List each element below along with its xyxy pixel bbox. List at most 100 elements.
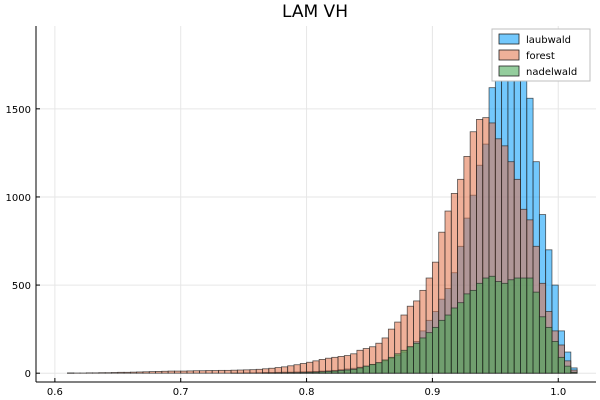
chart-title: LAM VH (282, 2, 348, 22)
bar-nadelwald-68 (494, 281, 503, 374)
bar-nadelwald-38 (306, 371, 314, 374)
bar-forest-39 (312, 360, 320, 374)
bar-nadelwald-41 (325, 371, 333, 374)
bar-nadelwald-66 (482, 277, 490, 374)
bar-forest-20 (192, 370, 200, 374)
bar-nadelwald-63 (463, 293, 471, 374)
bar-nadelwald-51 (387, 356, 396, 374)
bar-nadelwald-35 (287, 372, 295, 374)
bar-nadelwald-62 (457, 302, 465, 374)
bar-forest-13 (148, 371, 156, 374)
bar-forest-29 (249, 369, 257, 374)
legend-label-forest: forest (526, 51, 555, 62)
bar-nadelwald-55 (413, 342, 421, 374)
bar-nadelwald-79 (564, 365, 572, 374)
x-tick-label-0: 0.6 (47, 387, 63, 398)
bar-nadelwald-49 (375, 362, 383, 374)
bar-nadelwald-45 (350, 368, 358, 374)
bar-nadelwald-75 (538, 316, 547, 374)
bar-forest-8 (117, 371, 125, 374)
bar-forest-17 (174, 370, 182, 374)
bar-nadelwald-48 (369, 363, 377, 374)
legend-entry-laubwald: laubwald (498, 33, 571, 46)
y-tick-label-3: 1500 (6, 105, 31, 116)
bar-nadelwald-78 (557, 356, 565, 374)
bar-nadelwald-57 (425, 332, 433, 374)
bar-nadelwald-61 (450, 307, 458, 374)
bar-forest-19 (186, 370, 194, 374)
bar-forest-6 (104, 372, 112, 374)
y-tick-label-0: 0 (25, 369, 31, 380)
legend-swatch-nadelwald (498, 65, 520, 77)
bar-forest-21 (199, 370, 207, 374)
bar-forest-22 (205, 370, 213, 374)
bar-nadelwald-72 (520, 277, 528, 374)
bar-nadelwald-58 (432, 326, 440, 374)
bar-forest-28 (243, 369, 251, 374)
legend-swatch-forest (498, 49, 520, 61)
axes-layer (35, 26, 596, 383)
bar-nadelwald-47 (362, 365, 370, 374)
legend-label-laubwald: laubwald (526, 35, 571, 46)
bar-forest-41 (325, 357, 333, 374)
bar-nadelwald-74 (532, 291, 540, 374)
bar-nadelwald-59 (438, 319, 446, 374)
bar-forest-24 (218, 369, 226, 374)
bar-forest-16 (167, 370, 175, 374)
y-tick-label-1: 500 (12, 281, 31, 292)
bar-nadelwald-76 (545, 326, 553, 374)
x-tick-label-1: 0.7 (173, 387, 189, 398)
bar-nadelwald-69 (501, 282, 509, 374)
bar-nadelwald-37 (299, 372, 307, 374)
bar-nadelwald-65 (476, 282, 484, 374)
x-tick-label-3: 0.9 (424, 387, 440, 398)
bar-nadelwald-46 (356, 367, 364, 374)
bar-forest-25 (224, 369, 232, 374)
bar-nadelwald-71 (513, 277, 521, 374)
bar-forest-38 (306, 361, 314, 374)
legend: laubwald forest nadelwald (491, 28, 591, 82)
bar-forest-32 (268, 367, 276, 374)
legend-label-nadelwald: nadelwald (526, 67, 577, 78)
bar-nadelwald-50 (381, 359, 389, 374)
bar-nadelwald-39 (312, 371, 320, 374)
bar-forest-30 (255, 368, 263, 374)
legend-entry-nadelwald: nadelwald (498, 65, 577, 78)
bar-nadelwald-80 (570, 371, 578, 374)
bar-nadelwald-44 (343, 369, 352, 374)
bar-nadelwald-77 (551, 341, 559, 374)
bar-forest-26 (230, 369, 238, 374)
x-tick-label-2: 0.8 (299, 387, 315, 398)
bar-forest-37 (299, 363, 307, 374)
bar-forest-23 (211, 370, 219, 374)
bar-nadelwald-73 (526, 277, 534, 374)
bar-nadelwald-43 (337, 370, 345, 374)
bar-forest-27 (236, 369, 245, 374)
x-tick-label-4: 1.0 (550, 387, 566, 398)
bar-forest-36 (293, 364, 301, 374)
bar-nadelwald-67 (488, 275, 496, 374)
bars-layer (67, 36, 578, 374)
legend-entry-forest: forest (498, 49, 555, 62)
bar-forest-18 (180, 370, 188, 374)
bar-forest-5 (98, 372, 106, 374)
bar-forest-11 (136, 371, 144, 374)
bar-nadelwald-56 (419, 337, 427, 374)
bar-forest-40 (318, 359, 326, 374)
bar-forest-34 (280, 366, 289, 374)
bar-forest-35 (287, 365, 295, 374)
bar-nadelwald-60 (444, 314, 452, 374)
bar-forest-10 (129, 371, 138, 374)
bar-nadelwald-64 (469, 289, 477, 374)
bar-nadelwald-40 (318, 371, 326, 374)
bar-forest-12 (142, 371, 150, 374)
bar-forest-9 (123, 371, 131, 374)
bar-forest-31 (262, 368, 270, 374)
bar-forest-15 (161, 370, 169, 374)
bar-nadelwald-70 (507, 279, 515, 374)
bar-nadelwald-54 (406, 346, 414, 374)
bar-forest-14 (155, 371, 163, 374)
legend-swatch-laubwald (498, 33, 520, 45)
bar-nadelwald-36 (293, 372, 301, 374)
